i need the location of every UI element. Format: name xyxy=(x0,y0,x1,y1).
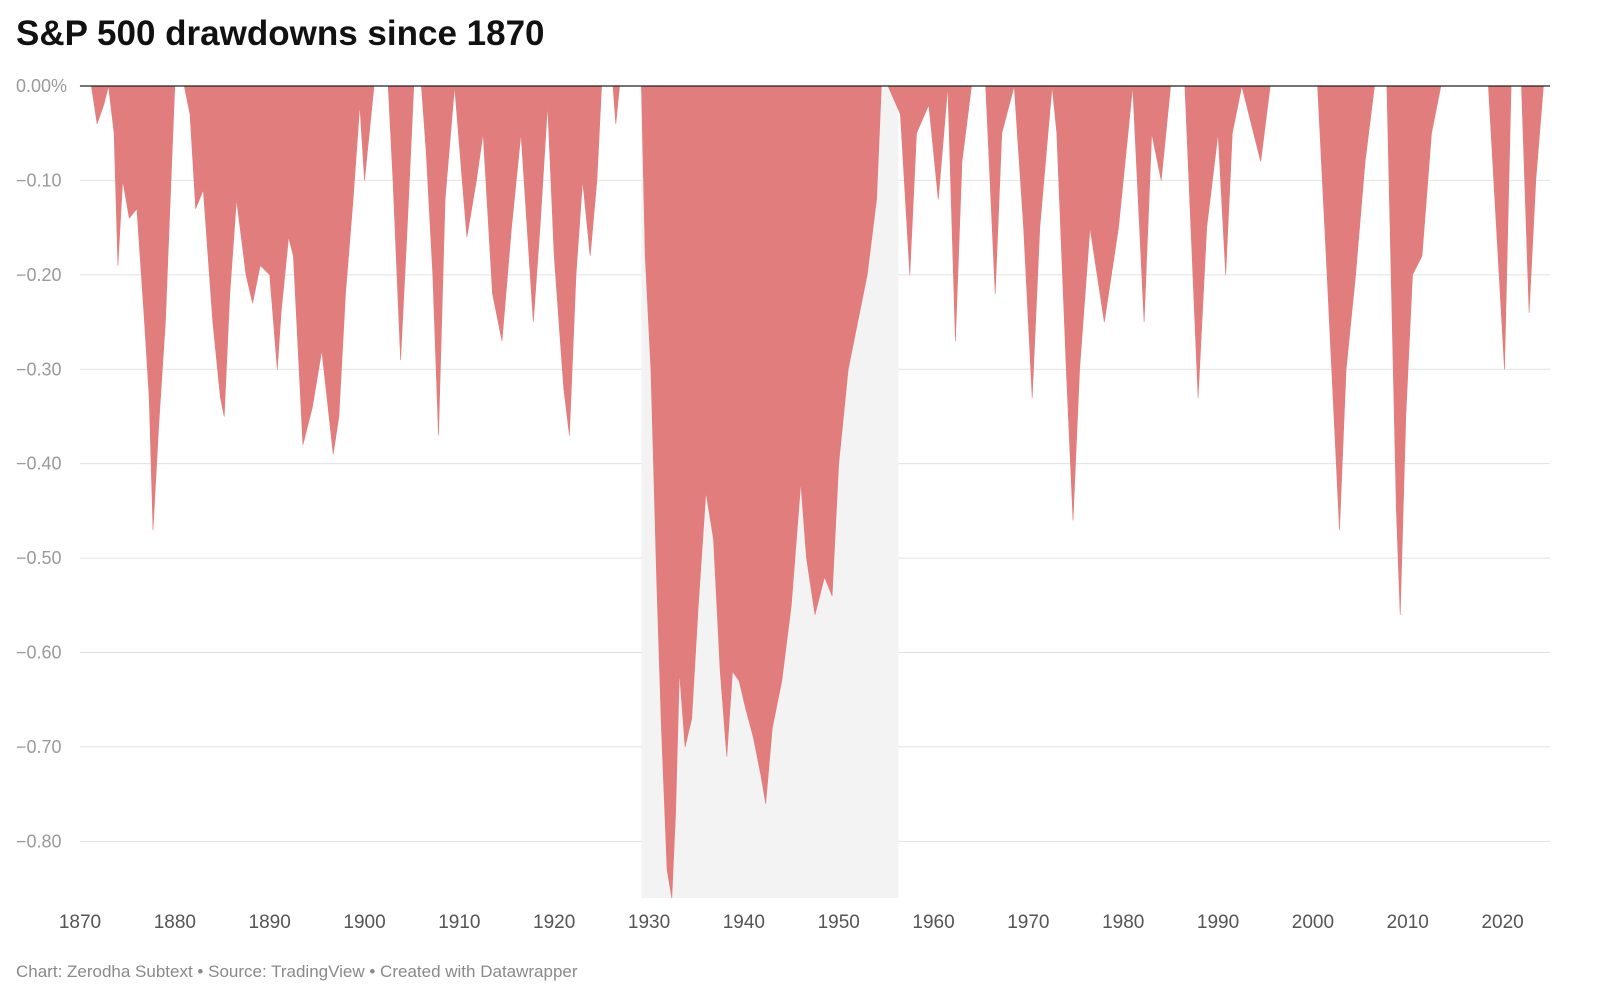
x-tick-label-5: 1920 xyxy=(533,912,575,933)
y-tick-label-3: −0.30 xyxy=(16,359,62,379)
y-tick-label-8: −0.80 xyxy=(16,831,62,851)
x-tick-label-10: 1970 xyxy=(1007,912,1049,933)
x-tick-label-2: 1890 xyxy=(249,912,291,933)
x-tick-label-4: 1910 xyxy=(438,912,480,933)
x-tick-label-1: 1880 xyxy=(154,912,196,933)
x-tick-label-9: 1960 xyxy=(912,912,954,933)
drawdown-chart: 0.00% −0.10 −0.20 −0.30 −0.40 −0.50 −0.60 −0.70… xyxy=(16,76,1551,933)
x-axis-tick-labels: 1870 1880 1890 1900 1910 1920 1930 1940 1950 1960… xyxy=(59,912,1524,933)
chart-footer-credit: Chart: Zerodha Subtext • Source: Trading… xyxy=(16,962,578,981)
x-tick-label-6: 1930 xyxy=(628,912,670,933)
x-tick-label-3: 1900 xyxy=(343,912,385,933)
x-tick-label-0: 1870 xyxy=(59,912,101,933)
y-tick-label-6: −0.60 xyxy=(16,643,62,663)
drawdown-area-series xyxy=(79,85,1551,899)
x-tick-label-14: 2010 xyxy=(1387,912,1429,933)
chart-title: S&P 500 drawdowns since 1870 xyxy=(16,14,545,53)
x-tick-label-13: 2000 xyxy=(1292,912,1334,933)
x-tick-label-12: 1990 xyxy=(1197,912,1239,933)
area-layer xyxy=(79,85,1551,899)
y-tick-label-4: −0.40 xyxy=(16,454,62,474)
y-axis-tick-labels: 0.00% −0.10 −0.20 −0.30 −0.40 −0.50 −0.60 −0.70… xyxy=(16,76,67,851)
x-tick-label-15: 2020 xyxy=(1481,912,1523,933)
x-tick-label-11: 1980 xyxy=(1102,912,1144,933)
y-tick-label-1: −0.10 xyxy=(16,170,62,190)
y-tick-label-2: −0.20 xyxy=(16,265,62,285)
y-tick-label-7: −0.70 xyxy=(16,737,62,757)
y-tick-label-5: −0.50 xyxy=(16,548,62,568)
x-tick-label-7: 1940 xyxy=(723,912,765,933)
y-tick-label-0: 0.00% xyxy=(16,76,67,96)
x-tick-label-8: 1950 xyxy=(818,912,860,933)
